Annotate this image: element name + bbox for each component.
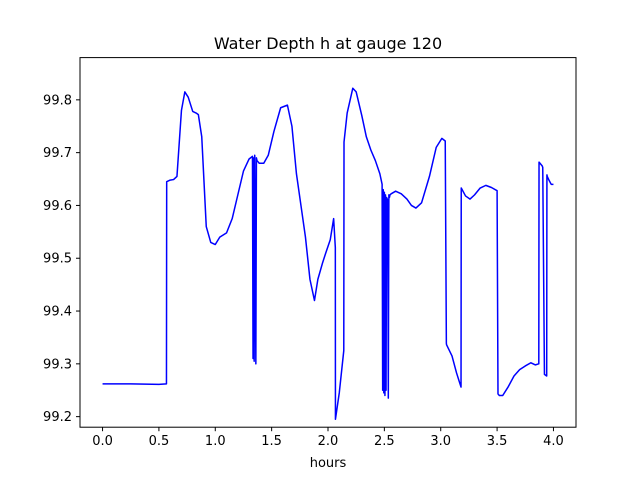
y-tick-label: 99.5: [43, 252, 72, 267]
x-tick-label: 3.0: [430, 434, 451, 449]
plot-frame: [79, 57, 577, 428]
x-tick-label: 4.0: [543, 434, 564, 449]
y-tick-label: 99.7: [43, 146, 72, 161]
x-tick-label: 2.5: [374, 434, 395, 449]
x-tick-label: 3.5: [487, 434, 508, 449]
x-tick-label: 1.5: [261, 434, 282, 449]
chart-title: Water Depth h at gauge 120: [214, 34, 442, 53]
series-line-0: [102, 87, 554, 421]
y-tick-label: 99.3: [43, 357, 72, 372]
x-tick-label: 2.0: [318, 434, 339, 449]
x-axis-ticks: 0.0 0.5 1.0 1.5 2.0 2.5 3.0 3.5 4.0: [92, 427, 564, 449]
x-tick-label: 0.0: [92, 434, 113, 449]
x-axis-label: hours: [310, 456, 347, 471]
x-tick-label: 1.0: [205, 434, 226, 449]
x-tick-label: 0.5: [149, 434, 170, 449]
y-tick-label: 99.8: [43, 93, 72, 108]
plot-area: [102, 87, 554, 421]
y-tick-label: 99.2: [43, 410, 72, 425]
y-tick-label: 99.4: [43, 305, 72, 320]
y-axis-ticks: 99.2 99.3 99.4 99.5 99.6 99.7 99.8: [43, 93, 80, 425]
y-tick-label: 99.6: [43, 199, 72, 214]
